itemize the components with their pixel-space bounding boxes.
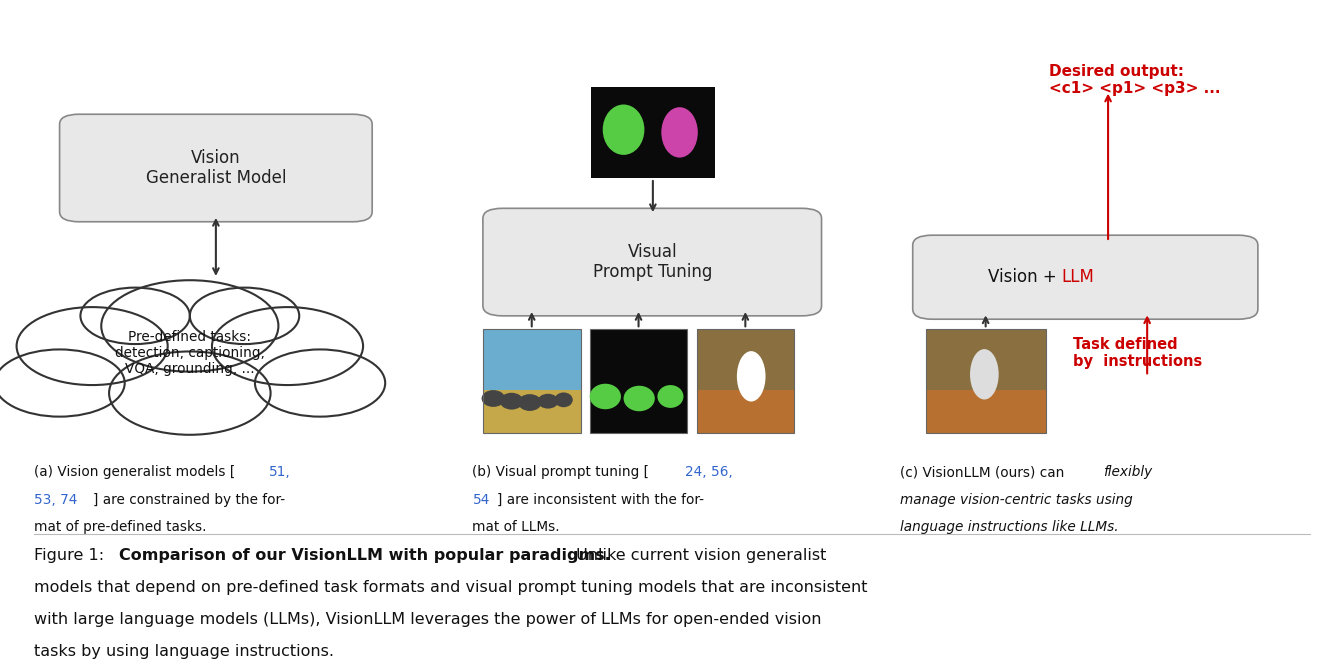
Text: 53, 74: 53, 74 <box>33 493 77 507</box>
Ellipse shape <box>17 307 168 385</box>
FancyBboxPatch shape <box>483 329 581 390</box>
Text: flexibly: flexibly <box>1103 465 1152 479</box>
Text: 24, 56,: 24, 56, <box>685 465 733 479</box>
Text: Pre-defined tasks:
detection, captioning,
VQA, grounding, ...: Pre-defined tasks: detection, captioning… <box>115 329 265 376</box>
Text: Task defined
by  instructions: Task defined by instructions <box>1073 337 1203 369</box>
FancyBboxPatch shape <box>590 329 688 433</box>
Text: models that depend on pre-defined task formats and visual prompt tuning models t: models that depend on pre-defined task f… <box>33 580 867 595</box>
Text: language instructions like LLMs.: language instructions like LLMs. <box>900 520 1118 534</box>
Ellipse shape <box>519 394 541 411</box>
Text: manage vision-centric tasks using: manage vision-centric tasks using <box>900 493 1132 507</box>
Ellipse shape <box>970 349 999 399</box>
Text: ] are constrained by the for-: ] are constrained by the for- <box>94 493 286 507</box>
Ellipse shape <box>81 288 189 344</box>
Text: Vision
Generalist Model: Vision Generalist Model <box>146 149 286 187</box>
FancyBboxPatch shape <box>926 390 1045 433</box>
Ellipse shape <box>662 107 697 158</box>
Text: (b) Visual prompt tuning [: (b) Visual prompt tuning [ <box>472 465 650 479</box>
Text: Desired output:
<c1> <p1> <p3> ...: Desired output: <c1> <p1> <p3> ... <box>1049 64 1221 96</box>
Text: Vision +: Vision + <box>988 268 1062 286</box>
Ellipse shape <box>623 386 655 411</box>
FancyBboxPatch shape <box>696 390 794 433</box>
FancyBboxPatch shape <box>483 390 581 433</box>
Text: mat of LLMs.: mat of LLMs. <box>472 520 560 534</box>
Text: Unlike current vision generalist: Unlike current vision generalist <box>572 548 827 562</box>
Ellipse shape <box>189 288 299 344</box>
Ellipse shape <box>658 385 684 408</box>
Text: Comparison of our VisionLLM with popular paradigms.: Comparison of our VisionLLM with popular… <box>119 548 611 562</box>
Ellipse shape <box>0 349 124 417</box>
Ellipse shape <box>737 351 766 401</box>
Text: 51,: 51, <box>270 465 291 479</box>
Text: with large language models (LLMs), VisionLLM leverages the power of LLMs for ope: with large language models (LLMs), Visio… <box>33 612 822 627</box>
Text: mat of pre-defined tasks.: mat of pre-defined tasks. <box>33 520 206 534</box>
Text: Figure 1:: Figure 1: <box>33 548 108 562</box>
Text: LLM: LLM <box>1062 268 1094 286</box>
Ellipse shape <box>102 280 278 372</box>
Ellipse shape <box>108 351 271 435</box>
Text: ] are inconsistent with the for-: ] are inconsistent with the for- <box>497 493 704 507</box>
Ellipse shape <box>554 392 573 407</box>
FancyBboxPatch shape <box>483 208 822 316</box>
Ellipse shape <box>212 307 363 385</box>
Text: Visual
Prompt Tuning: Visual Prompt Tuning <box>593 243 712 282</box>
FancyBboxPatch shape <box>591 87 714 178</box>
Text: (a) Vision generalist models [: (a) Vision generalist models [ <box>33 465 234 479</box>
Ellipse shape <box>482 390 505 407</box>
Text: (c) VisionLLM (ours) can: (c) VisionLLM (ours) can <box>900 465 1069 479</box>
FancyBboxPatch shape <box>926 329 1045 390</box>
Ellipse shape <box>603 104 644 155</box>
Text: 54: 54 <box>472 493 490 507</box>
Ellipse shape <box>500 392 524 410</box>
Ellipse shape <box>255 349 385 417</box>
Text: tasks by using language instructions.: tasks by using language instructions. <box>33 644 333 659</box>
FancyBboxPatch shape <box>696 329 794 390</box>
Ellipse shape <box>537 394 558 409</box>
Ellipse shape <box>590 384 620 409</box>
FancyBboxPatch shape <box>913 235 1258 319</box>
FancyBboxPatch shape <box>60 114 372 222</box>
